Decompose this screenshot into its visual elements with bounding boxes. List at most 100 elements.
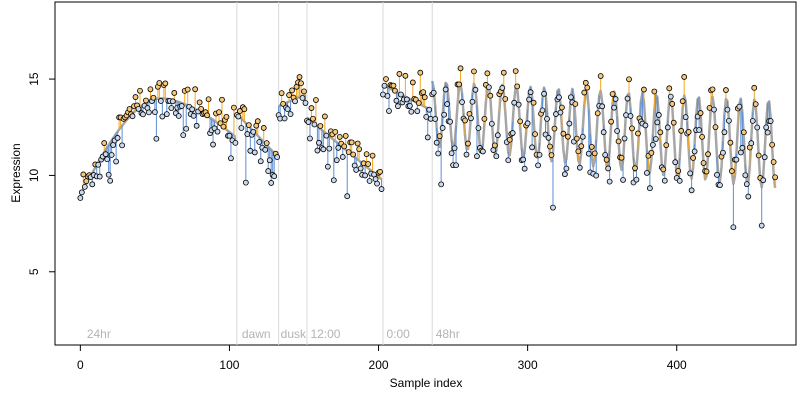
data-point-298 [521,165,528,172]
data-point-54 [157,98,164,104]
x-axis: 0 100 200 300 400 [77,345,687,372]
data-point-92 [214,128,221,135]
data-point-349 [597,73,604,79]
data-point-417 [699,133,705,140]
y-tick-label-2: 15 [27,72,41,86]
data-point-33 [126,106,133,112]
data-point-121 [257,158,264,165]
data-point-322 [557,109,564,116]
phase-label-0: 24hr [87,327,111,341]
data-point-128 [268,180,275,186]
data-point-323 [559,104,565,111]
data-point-383 [648,149,655,156]
data-point-393 [663,142,670,149]
data-point-275 [487,92,494,99]
data-point-205 [383,76,389,82]
data-point-3 [81,183,88,190]
data-point-288 [506,136,513,143]
data-point-285 [502,96,509,102]
data-point-365 [621,135,628,142]
data-point-140 [286,92,292,98]
data-point-142 [289,87,295,94]
data-point-136 [280,100,287,107]
data-point-137 [281,115,288,122]
data-point-62 [169,98,176,105]
data-point-384 [649,141,656,148]
data-point-144 [292,98,298,105]
data-point-326 [563,165,570,172]
data-point-163 [320,146,327,153]
data-point-207 [386,108,392,114]
data-point-324 [560,130,567,137]
data-point-334 [575,148,582,155]
data-point-153 [305,119,312,125]
data-point-248 [447,118,454,125]
data-point-442 [736,103,743,110]
data-point-351 [600,129,607,136]
data-point-297 [520,156,527,163]
y-axis: 5 10 15 [27,72,55,275]
data-point-125 [263,140,270,147]
data-point-159 [314,147,321,154]
data-point-244 [441,111,448,118]
data-point-238 [432,116,439,122]
data-point-17 [102,151,109,158]
data-point-230 [420,89,427,96]
data-point-287 [505,157,512,164]
data-point-19 [105,171,112,178]
data-point-101 [228,155,234,162]
data-point-451 [749,117,756,124]
data-point-186 [354,140,361,147]
data-point-106 [235,113,242,120]
data-point-183 [350,151,357,158]
data-point-202 [378,186,385,192]
data-point-40 [137,87,143,94]
data-point-117 [251,149,258,156]
data-point-404 [679,98,686,105]
data-point-35 [129,113,136,120]
data-point-108 [238,125,245,131]
data-point-167 [326,145,333,152]
data-point-277 [490,147,497,153]
data-point-392 [661,177,668,184]
data-point-444 [739,144,746,151]
data-point-355 [606,178,613,185]
data-point-338 [581,89,588,96]
data-point-369 [627,113,634,119]
data-point-147 [296,74,303,80]
data-point-243 [439,125,446,131]
data-point-264 [471,68,477,75]
data-point-222 [408,108,415,115]
data-point-154 [307,135,313,142]
data-point-396 [667,93,674,100]
data-point-256 [459,99,465,105]
data-point-255 [457,65,464,72]
data-point-124 [262,146,269,153]
data-point-210 [390,82,397,89]
data-point-420 [703,168,710,175]
data-point-100 [226,132,233,139]
data-point-327 [564,133,571,140]
data-point-292 [512,68,519,75]
data-point-410 [688,187,695,194]
data-point-104 [232,139,239,146]
data-point-437 [728,168,735,174]
data-point-252 [453,162,459,169]
data-point-294 [515,101,522,108]
data-point-63 [171,90,178,96]
data-point-242 [438,181,445,188]
data-point-215 [397,91,404,98]
data-point-228 [417,69,424,76]
data-point-464 [769,141,776,148]
data-point-424 [709,86,716,93]
phase-label-4: 0:00 [386,327,410,341]
data-point-4 [83,178,90,185]
data-point-380 [644,169,650,176]
data-point-201 [377,168,383,175]
data-point-453 [752,101,759,108]
data-point-173 [335,144,342,151]
data-point-458 [760,177,767,184]
data-point-103 [231,104,237,111]
data-point-353 [603,156,610,163]
data-point-165 [323,132,330,139]
